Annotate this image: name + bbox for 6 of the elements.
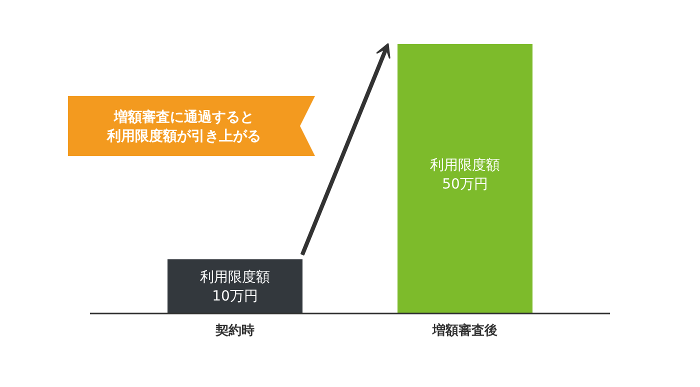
data-label: 利用限度額 10万円 xyxy=(200,270,270,304)
annotation: 増額審査に通過すると xyxy=(113,108,254,126)
x-tick-label: 契約時 xyxy=(214,324,254,339)
annotation: 利用限度額が引き上がる xyxy=(106,127,261,144)
data-label: 利用限度額 50万円 xyxy=(430,157,500,192)
x-tick-label: 増額審査後 xyxy=(432,322,498,339)
